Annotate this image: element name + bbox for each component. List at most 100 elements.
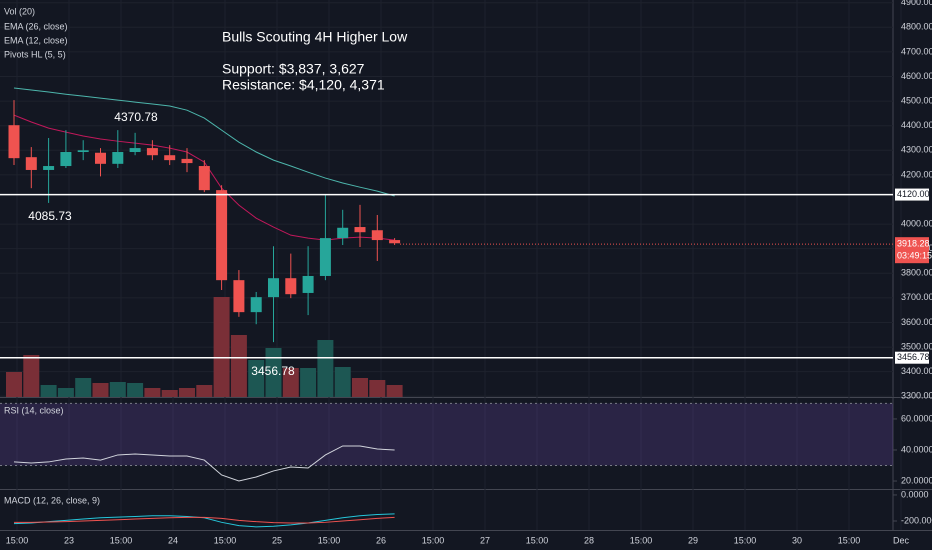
x-tick-label: 27 bbox=[480, 535, 490, 545]
volume-bar bbox=[161, 390, 178, 397]
volume-bar bbox=[317, 340, 334, 397]
pivot-label: 3456.78 bbox=[251, 364, 295, 378]
volume-bar bbox=[213, 297, 230, 397]
y-tick-label: 4800.00 bbox=[901, 22, 932, 32]
y-tick-label: 3800.00 bbox=[901, 268, 932, 278]
candle-body bbox=[389, 240, 401, 244]
candle-body bbox=[43, 166, 55, 170]
x-tick-label: 15:00 bbox=[526, 535, 549, 545]
candle-body bbox=[146, 148, 158, 156]
y-tick-label: 3600.00 bbox=[901, 317, 932, 327]
y-tick-label: 4000.00 bbox=[901, 218, 932, 228]
x-tick-label: 30 bbox=[792, 535, 802, 545]
level-label: 4120.00 bbox=[897, 189, 930, 199]
candle-body bbox=[164, 155, 176, 161]
x-tick-label: 26 bbox=[376, 535, 386, 545]
x-tick-label: 15:00 bbox=[318, 535, 341, 545]
volume-bar bbox=[230, 335, 247, 397]
volume-bar bbox=[127, 383, 144, 397]
volume-bar bbox=[40, 385, 57, 397]
legend-entry: Pivots HL (5, 5) bbox=[4, 49, 66, 59]
candle-body bbox=[216, 190, 228, 281]
candle-body bbox=[129, 148, 141, 153]
volume-bar bbox=[144, 388, 161, 397]
y-tick-label: 60.0000 bbox=[901, 413, 932, 423]
countdown-label: 03:49:15 bbox=[897, 251, 932, 261]
y-tick-label: 3400.00 bbox=[901, 366, 932, 376]
y-tick-label: 40.0000 bbox=[901, 444, 932, 454]
y-tick-label: 4200.00 bbox=[901, 169, 932, 179]
y-tick-label: 4600.00 bbox=[901, 71, 932, 81]
annotation: Bulls Scouting 4H Higher Low bbox=[222, 29, 408, 45]
x-tick-label: 28 bbox=[584, 535, 594, 545]
pivot-label: 4085.73 bbox=[28, 209, 72, 223]
y-tick-label: -200.0000 bbox=[901, 515, 932, 525]
candle-body bbox=[285, 278, 297, 295]
candle-body bbox=[181, 158, 193, 164]
x-tick-label: 24 bbox=[168, 535, 178, 545]
level-tag bbox=[895, 351, 929, 364]
volume-bar bbox=[6, 372, 22, 397]
x-tick-label: 15:00 bbox=[838, 535, 861, 545]
x-tick-label: 15:00 bbox=[734, 535, 757, 545]
x-tick-label: 15:00 bbox=[422, 535, 445, 545]
x-tick-label: 15:00 bbox=[214, 535, 237, 545]
y-tick-label: 4900.00 bbox=[901, 0, 932, 7]
volume-bar bbox=[352, 378, 368, 397]
x-tick-label: 25 bbox=[272, 535, 282, 545]
y-tick-label: 0.0000 bbox=[901, 489, 929, 499]
indicator-line bbox=[13, 87, 395, 197]
candle-body bbox=[337, 227, 349, 239]
volume-bar bbox=[265, 348, 282, 397]
annotation: Resistance: $4,120, 4,371 bbox=[222, 77, 385, 93]
last-price-tag bbox=[895, 237, 929, 264]
x-tick-label: 15:00 bbox=[6, 535, 29, 545]
candle-body bbox=[77, 150, 89, 153]
volume-bar bbox=[300, 368, 317, 397]
y-tick-label: 3300.00 bbox=[901, 391, 932, 401]
candle-body bbox=[233, 280, 245, 313]
volume-bar bbox=[334, 367, 351, 397]
volume-bar bbox=[179, 388, 195, 397]
candle-body bbox=[25, 157, 37, 170]
rsi-band bbox=[0, 403, 893, 466]
volume-bar bbox=[92, 383, 109, 397]
indicator-line bbox=[13, 445, 395, 482]
candle-body bbox=[95, 152, 106, 164]
y-tick-label: 3700.00 bbox=[901, 292, 932, 302]
y-tick-label: 3500.00 bbox=[901, 341, 932, 351]
legend-entry: Vol (20) bbox=[4, 6, 35, 16]
volume-bar bbox=[282, 368, 299, 397]
x-tick-label: 23 bbox=[64, 535, 74, 545]
pane-title: MACD (12, 26, close, 9) bbox=[4, 495, 100, 505]
y-tick-label: 4400.00 bbox=[901, 120, 932, 130]
level-tag bbox=[895, 188, 929, 201]
y-tick-label: 4500.00 bbox=[901, 95, 932, 105]
candle-body bbox=[8, 125, 20, 159]
x-tick-label: Dec bbox=[893, 535, 910, 545]
candle-body bbox=[302, 275, 314, 293]
volume-bar bbox=[57, 388, 74, 397]
legend-entry: EMA (26, close) bbox=[4, 21, 68, 31]
y-tick-label: 4300.00 bbox=[901, 145, 932, 155]
volume-bar bbox=[75, 378, 92, 397]
level-label: 3456.78 bbox=[897, 352, 930, 362]
pane-title: RSI (14, close) bbox=[4, 405, 64, 415]
candle-body bbox=[354, 227, 366, 233]
volume-bar bbox=[109, 382, 126, 397]
candle-body bbox=[198, 166, 210, 191]
x-tick-label: 29 bbox=[688, 535, 698, 545]
volume-bar bbox=[369, 380, 386, 397]
pivot-label: 4370.78 bbox=[114, 110, 158, 124]
indicator-line bbox=[14, 516, 395, 524]
candle-body bbox=[268, 278, 279, 298]
candle-body bbox=[250, 297, 262, 313]
volume-bar bbox=[196, 385, 213, 397]
candle-body bbox=[319, 238, 331, 276]
candle-body bbox=[112, 152, 124, 164]
last-price-label: 3918.28 bbox=[897, 239, 930, 249]
candle-body bbox=[371, 230, 383, 241]
x-tick-label: 15:00 bbox=[110, 535, 133, 545]
